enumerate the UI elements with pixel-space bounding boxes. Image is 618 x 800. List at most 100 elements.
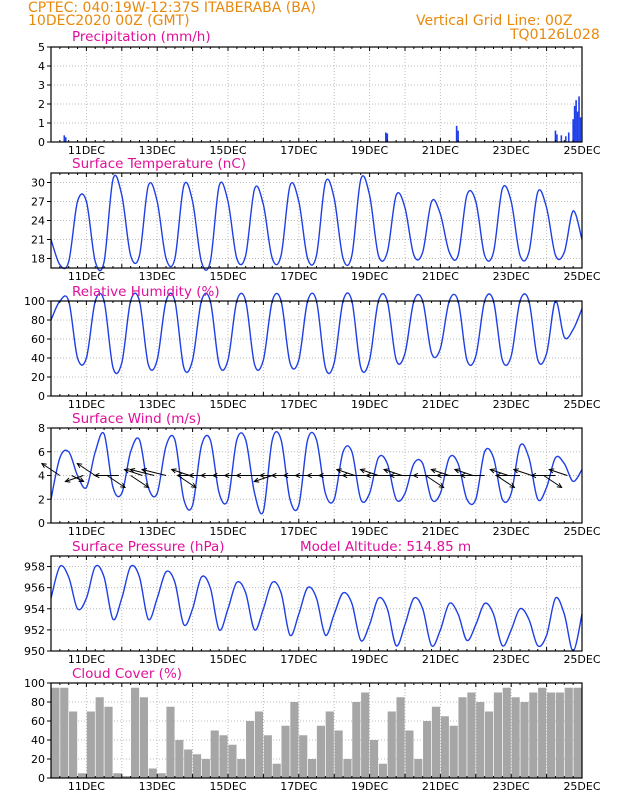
- wind-vector-arrow: [549, 469, 568, 476]
- cloud-bar: [104, 706, 113, 778]
- cloud-bar: [254, 711, 264, 778]
- x-tick-label: 15DEC: [209, 653, 246, 666]
- cloud-bar: [325, 711, 334, 778]
- cloud-bar: [131, 687, 140, 778]
- x-tick-label: 19DEC: [351, 398, 388, 411]
- wind-vector-arrowhead: [438, 482, 445, 489]
- x-tick-label: 19DEC: [351, 144, 388, 157]
- wind-vector-arrow: [431, 469, 450, 476]
- x-tick-label: 21DEC: [422, 653, 459, 666]
- wind-vector-arrowhead: [176, 472, 183, 479]
- x-tick-label: 19DEC: [351, 780, 388, 793]
- x-tick-label: 23DEC: [493, 144, 530, 157]
- x-tick-label: 17DEC: [280, 525, 317, 538]
- header-grid-note: Vertical Grid Line: 00Z: [416, 13, 572, 29]
- x-tick-label: 21DEC: [422, 525, 459, 538]
- cloud-bar: [458, 697, 467, 778]
- precip-bar: [386, 133, 389, 142]
- cloud-bar: [369, 740, 379, 778]
- pressure-panel: 950 952 954 956 958 11DEC 13DEC 15DEC 17DEC 19DEC…: [24, 539, 601, 666]
- cloud-bar: [467, 692, 476, 778]
- wind-vector-arrowhead: [93, 472, 100, 479]
- x-tick-label: 23DEC: [493, 270, 530, 283]
- cloud-bar: [361, 692, 370, 778]
- header-code: TQ0126L028: [509, 27, 600, 43]
- y-tick-label: 6: [38, 446, 45, 459]
- x-tick-label: 25DEC: [563, 653, 600, 666]
- wind-vector-arrowhead: [294, 472, 301, 479]
- wind-vector-arrowhead: [129, 467, 136, 474]
- wind-vector-arrowhead: [359, 468, 366, 474]
- x-tick-label: 11DEC: [68, 653, 105, 666]
- x-tick-label: 17DEC: [280, 780, 317, 793]
- y-tick-label: 18: [31, 253, 45, 266]
- wind-vector-arrowhead: [64, 477, 71, 483]
- header-date: 10DEC2020 00Z (GMT): [28, 13, 190, 29]
- wind-vector-arrow: [336, 469, 356, 476]
- cloud-bar: [210, 730, 219, 778]
- x-tick-label: 21DEC: [422, 270, 459, 283]
- cloud-bar: [546, 692, 556, 778]
- wind-vector-arrowhead: [188, 472, 194, 479]
- x-tick-label: 21DEC: [422, 780, 459, 793]
- wind-vector-arrowhead: [341, 472, 348, 479]
- x-tick-label: 15DEC: [209, 525, 246, 538]
- precip-bar: [457, 130, 459, 142]
- wind-vector-arrow: [65, 475, 84, 482]
- wind-vector-arrowhead: [143, 482, 150, 489]
- precip-bar: [567, 132, 570, 142]
- precip-bar: [579, 117, 582, 142]
- cloud-bar: [86, 711, 95, 778]
- x-tick-label: 17DEC: [280, 398, 317, 411]
- wind-vector-arrowhead: [170, 468, 177, 474]
- y-tick-label: 40: [31, 734, 45, 747]
- pressure-series-line: [50, 564, 583, 652]
- precip-bar: [560, 135, 563, 142]
- cloud-bar: [113, 773, 122, 778]
- x-tick-label: 19DEC: [351, 653, 388, 666]
- cloud-bar: [192, 754, 202, 778]
- y-tick-label: 0: [38, 517, 45, 530]
- cloud-bar: [316, 725, 325, 778]
- header-station: CPTEC: 040:19W-12:37S ITABERABA (BA): [28, 0, 316, 16]
- precip-bar: [385, 132, 387, 142]
- x-tick-label: 13DEC: [139, 270, 176, 283]
- x-tick-label: 15DEC: [209, 780, 246, 793]
- y-tick-label: 40: [31, 352, 45, 365]
- wind-vector-arrowhead: [459, 472, 466, 479]
- x-tick-label: 15DEC: [209, 398, 246, 411]
- y-tick-label: 4: [38, 470, 45, 483]
- cloud-bar: [485, 711, 494, 778]
- wind-vector-arrowhead: [40, 462, 47, 469]
- cloud-title: Cloud Cover (%): [72, 666, 182, 682]
- cloud-bar: [423, 721, 432, 778]
- wind-vector-arrowhead: [258, 472, 265, 479]
- precip-title: Precipitation (mm/h): [72, 29, 211, 45]
- precip-bar: [564, 136, 567, 142]
- wind-vector-arrowhead: [199, 472, 206, 479]
- precip-bar: [64, 137, 67, 142]
- wind-vector-arrowhead: [530, 472, 537, 479]
- panels: 0 1 2 3 4 5 11DEC 13DEC 15DEC 17DEC 19DEC 21DEC 23DE…: [24, 29, 601, 793]
- cloud-bar: [564, 687, 573, 778]
- y-tick-label: 60: [31, 333, 45, 346]
- cloud-bar: [122, 776, 131, 778]
- cloud-bar: [308, 759, 317, 778]
- y-tick-label: 8: [38, 422, 45, 435]
- wind-vector-arrow: [425, 475, 444, 488]
- cloud-bar: [299, 735, 308, 778]
- wind-vector-arrow: [543, 475, 562, 488]
- y-tick-label: 952: [24, 624, 45, 637]
- y-tick-label: 20: [31, 371, 45, 384]
- rh-title: Relative Humidity (%): [72, 284, 220, 300]
- wind-vector-arrowhead: [76, 462, 83, 469]
- wind-vector-arrowhead: [489, 468, 496, 474]
- precip-bar: [572, 119, 574, 142]
- wind-series-line: [50, 431, 583, 515]
- precip-bar: [573, 105, 576, 142]
- precip-bar: [455, 125, 458, 142]
- cloud-bar: [272, 763, 281, 778]
- cloud-bar: [352, 702, 361, 778]
- wind-vector-arrowhead: [435, 472, 442, 479]
